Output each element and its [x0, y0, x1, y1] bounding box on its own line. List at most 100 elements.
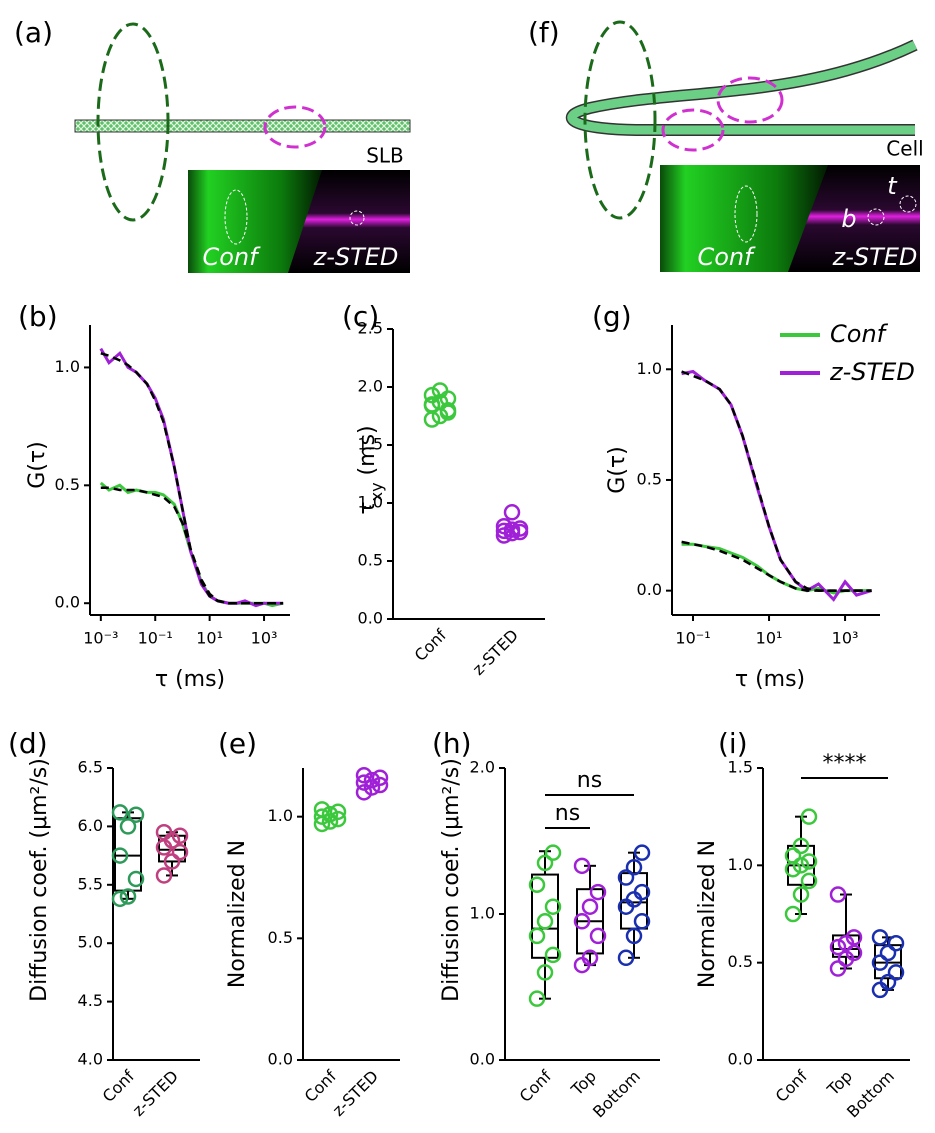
- data-point: [800, 853, 818, 870]
- x-tick-label: 10⁻¹: [675, 629, 710, 648]
- data-point: [845, 944, 863, 962]
- data-point: [887, 964, 905, 981]
- y-axis-label: Diffusion coef. (μm²/s): [27, 758, 52, 1002]
- x-tick-label: Conf: [99, 1066, 139, 1106]
- data-point: [536, 964, 554, 981]
- data-point: [792, 837, 810, 855]
- data-point: [111, 890, 129, 908]
- x-tick-label: 10¹: [756, 629, 783, 648]
- sted-volume: [716, 76, 784, 124]
- data-point: [355, 774, 373, 791]
- sted-spot: [867, 208, 885, 226]
- conf-volume: [583, 20, 657, 220]
- image-label: Conf: [697, 243, 756, 271]
- data-point: [829, 886, 847, 903]
- x-tick-label: z-STED: [469, 626, 522, 679]
- panel-label: (d): [8, 727, 48, 760]
- data-point: [528, 876, 546, 894]
- y-tick-label: 4.0: [78, 1050, 103, 1069]
- data-point: [581, 898, 599, 915]
- data-point: [617, 949, 635, 967]
- data-point: [371, 769, 389, 786]
- data-point: [171, 843, 189, 861]
- data-point: [423, 396, 441, 413]
- y-tick-label: 0.5: [358, 551, 383, 570]
- conf-image: [188, 170, 322, 273]
- y-tick-label: 1.0: [637, 359, 662, 378]
- data-point: [329, 803, 347, 821]
- y-tick-label: 0.0: [728, 1050, 753, 1069]
- data-point: [625, 927, 643, 945]
- chart-panel: (b) G(τ) 0.0 0.5 1.0 10⁻³ 10⁻¹ 10¹ 10³ τ (ms): [18, 300, 290, 692]
- panel-label: (b): [18, 300, 58, 333]
- data-point: [321, 813, 339, 830]
- data-point: [423, 386, 441, 404]
- x-tick-label: z-STED: [129, 1067, 182, 1120]
- data-point: [589, 927, 607, 945]
- data-point: [544, 898, 562, 915]
- data-point: [871, 929, 889, 946]
- y-axis-label: Normalized N: [225, 840, 250, 988]
- marker-label: b: [841, 205, 856, 233]
- data-point: [363, 779, 381, 796]
- y-tick-label: 0.0: [470, 1050, 495, 1069]
- data-point: [829, 960, 847, 977]
- x-tick-label: 10¹: [196, 629, 223, 648]
- x-tick-label: z-STED: [329, 1067, 382, 1120]
- significance-label: ns: [577, 768, 602, 793]
- y-tick-label: 4.5: [78, 991, 103, 1010]
- sted-volume: [263, 105, 327, 149]
- x-tick-label: Top: [823, 1067, 856, 1100]
- panel-label: (g): [592, 300, 632, 333]
- data-point: [581, 949, 599, 967]
- data-point: [879, 973, 897, 991]
- chart-panel: (h)Diffusion coef. (μm²/s) 0.0 1.0 2.0 Conf T…: [432, 727, 660, 1122]
- diagram-a: (a) SLB Conf z-STED: [14, 16, 411, 273]
- data-point: [633, 883, 651, 901]
- conf-image: [660, 165, 828, 272]
- chart-panel: (d)Diffusion coef. (μm²/s) 4.0 4.5 5.0 5.5 6.…: [8, 727, 200, 1120]
- y-tick-label: 2.5: [358, 319, 383, 338]
- data-point: [503, 521, 521, 538]
- significance-label: ****: [823, 751, 867, 776]
- data-point: [313, 808, 331, 825]
- diagram-f: (f) Cell Conf z-STED t b: [528, 16, 924, 272]
- bilayer: [74, 119, 411, 133]
- fit-line: [681, 540, 872, 592]
- sted-spot: [349, 210, 365, 226]
- x-tick-label: Bottom: [843, 1067, 898, 1122]
- data-point: [119, 888, 137, 905]
- data-point: [495, 522, 513, 540]
- y-tick-label: 5.0: [78, 933, 103, 952]
- conf-spot: [224, 189, 248, 245]
- y-tick-label: 1.0: [55, 357, 80, 376]
- chart-panel: (i) Normalized N 0.0 0.5 1.0 1.5 Conf TopBottom…: [695, 727, 910, 1122]
- data-point: [127, 806, 145, 823]
- image-label: Conf: [202, 243, 261, 271]
- y-axis-label: Diffusion coef. (μm²/s): [439, 758, 464, 1002]
- data-point: [800, 872, 818, 890]
- data-point: [111, 804, 129, 821]
- y-tick-label: 1.0: [728, 855, 753, 874]
- fit-line: [100, 486, 284, 605]
- data-point: [163, 853, 181, 870]
- data-point: [528, 990, 546, 1007]
- panel-label: (f): [528, 16, 560, 49]
- y-tick-label: 0.5: [55, 475, 80, 494]
- conf-volume: [96, 22, 170, 222]
- panel-label: (e): [218, 727, 257, 760]
- data-point: [573, 857, 591, 875]
- y-tick-label: 5.5: [78, 874, 103, 893]
- panel-label: (a): [14, 16, 53, 49]
- data-point: [589, 883, 607, 901]
- data-point: [313, 801, 331, 818]
- x-axis-label: τ (ms): [735, 667, 805, 692]
- y-tick-label: 0.5: [268, 928, 293, 947]
- y-tick-label: 2.0: [470, 758, 495, 777]
- data-point: [845, 929, 863, 946]
- panel-label: (c): [342, 300, 379, 333]
- legend-label: Conf: [830, 320, 889, 348]
- y-tick-label: 6.0: [78, 816, 103, 835]
- y-tick-label: 6.5: [78, 758, 103, 777]
